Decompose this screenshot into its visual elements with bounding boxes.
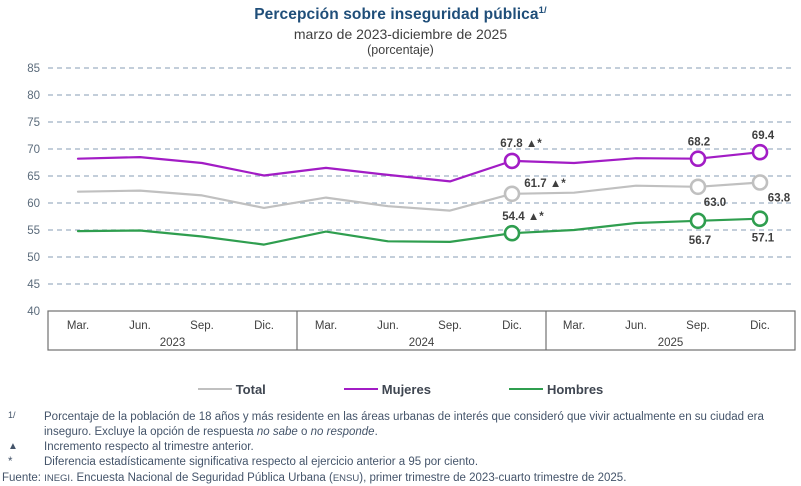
y-axis-tick-label: 85 xyxy=(27,63,40,75)
x-axis-month-label: Dic. xyxy=(502,320,522,332)
chart-title-text: Percepción sobre inseguridad pública xyxy=(254,6,539,24)
y-axis-tick-label: 65 xyxy=(27,171,40,183)
legend-label-hombres: Hombres xyxy=(546,381,604,397)
footnote-1: 1/ Porcentaje de la población de 18 años… xyxy=(0,410,801,440)
y-axis-tick-label: 70 xyxy=(27,144,40,156)
source-ensu: ENSU xyxy=(332,472,360,484)
x-axis-month-label: Jun. xyxy=(625,320,647,332)
source-label: Fuente: xyxy=(2,471,41,484)
legend-swatch-hombres xyxy=(508,388,543,391)
data-point-label: 69.4 xyxy=(752,130,775,142)
legend-item-total: Total xyxy=(197,381,266,397)
x-axis-year-label: 2023 xyxy=(160,337,186,349)
chart-unit-line: (porcentaje) xyxy=(367,43,434,58)
chart-title: Percepción sobre inseguridad pública1/ xyxy=(0,5,801,24)
x-axis-month-label: Dic. xyxy=(254,320,274,332)
source-inegi: INEGI xyxy=(44,472,71,484)
footnotes: 1/ Porcentaje de la población de 18 años… xyxy=(0,410,801,486)
x-axis-month-label: Mar. xyxy=(563,320,585,332)
data-marker-total xyxy=(689,178,707,196)
footnote-increase: ▲ Incremento respecto al trimestre anter… xyxy=(0,440,801,455)
source-text-2: ), primer trimestre de 2023-cuarto trime… xyxy=(359,471,627,484)
footnote-1-before: Porcentaje de la población de 18 años y … xyxy=(44,411,764,439)
x-axis-month-label: Mar. xyxy=(315,320,337,332)
data-marker-total xyxy=(751,174,769,191)
x-axis-month-label: Sep. xyxy=(190,320,214,332)
y-axis-tick-label: 40 xyxy=(27,306,40,318)
source-line: Fuente: INEGI. Encuesta Nacional de Segu… xyxy=(2,471,801,486)
data-point-label: 54.4 ▲* xyxy=(502,211,544,223)
footnote-significance-text: Diferencia estadísticamente significativ… xyxy=(44,455,479,468)
chart-subtitle: marzo de 2023-diciembre de 2025 xyxy=(293,26,508,43)
x-axis-month-label: Sep. xyxy=(438,320,462,332)
legend-item-hombres: Hombres xyxy=(508,381,604,397)
chart-title-footnote-ref: 1/ xyxy=(538,5,547,16)
x-axis-year-label: 2025 xyxy=(658,337,684,349)
footnote-significance: * Diferencia estadísticamente significat… xyxy=(0,455,801,470)
y-axis-tick-label: 50 xyxy=(27,252,40,264)
x-axis-month-label: Jun. xyxy=(129,320,151,332)
legend-item-mujeres: Mujeres xyxy=(343,381,431,397)
triangle-increase-icon: ▲ xyxy=(8,441,18,453)
data-point-label: 61.7 ▲* xyxy=(524,178,566,190)
legend-label-total: Total xyxy=(235,381,266,397)
chart-header: Percepción sobre inseguridad pública1/ m… xyxy=(0,0,801,57)
footnote-1-italic-1: no sabe xyxy=(256,426,298,439)
series-line-total xyxy=(76,181,762,212)
y-axis-tick-label: 45 xyxy=(27,279,40,291)
line-chart: 40 45 50 55 60 65 70 75 80 85 Mar. Jun. Sep. Dic. Mar.… xyxy=(27,63,796,351)
data-point-label: 56.7 xyxy=(689,235,711,247)
legend-label-mujeres: Mujeres xyxy=(381,381,431,397)
footnote-1-mid: o xyxy=(297,426,311,439)
footnote-increase-text: Incremento respecto al trimestre anterio… xyxy=(44,441,254,454)
data-marker-mujeres xyxy=(689,150,707,168)
data-point-label: 57.1 xyxy=(752,233,775,245)
chart-legend: Total Mujeres Hombres xyxy=(0,380,801,398)
series-line-mujeres xyxy=(76,151,762,183)
footnote-1-after: . xyxy=(374,426,378,439)
data-point-label: 67.8 ▲* xyxy=(500,138,542,150)
x-axis-year-label: 2024 xyxy=(409,337,435,349)
y-axis-tick-label: 60 xyxy=(27,198,40,210)
legend-swatch-total xyxy=(197,388,232,391)
data-marker-mujeres xyxy=(503,152,521,170)
data-point-label: 63.0 xyxy=(704,197,726,209)
data-marker-mujeres xyxy=(751,144,769,161)
x-axis-month-label: Mar. xyxy=(67,320,89,332)
data-marker-hombres xyxy=(751,210,769,228)
y-axis-tick-label: 75 xyxy=(27,117,40,129)
footnote-1-text: Porcentaje de la población de 18 años y … xyxy=(44,410,801,440)
footnote-1-marker: 1/ xyxy=(8,410,16,421)
x-axis-month-label: Jun. xyxy=(377,320,399,332)
footnote-1-italic-2: no responde xyxy=(310,426,375,439)
source-text-1: . Encuesta Nacional de Seguridad Pública… xyxy=(70,471,333,484)
y-axis-tick-label: 55 xyxy=(27,225,40,237)
x-axis-box xyxy=(47,310,796,351)
data-point-label: 68.2 xyxy=(688,137,710,149)
asterisk-significance-icon: * xyxy=(8,455,13,468)
x-axis-month-label: Sep. xyxy=(686,320,710,332)
series-line-hombres xyxy=(76,217,762,246)
data-marker-hombres xyxy=(689,212,707,230)
x-axis-month-label: Dic. xyxy=(750,320,770,332)
data-marker-total xyxy=(503,185,521,203)
legend-swatch-mujeres xyxy=(343,388,378,391)
y-axis-tick-label: 80 xyxy=(27,90,40,102)
data-marker-hombres xyxy=(503,225,521,242)
data-point-label: 63.8 xyxy=(768,193,791,205)
